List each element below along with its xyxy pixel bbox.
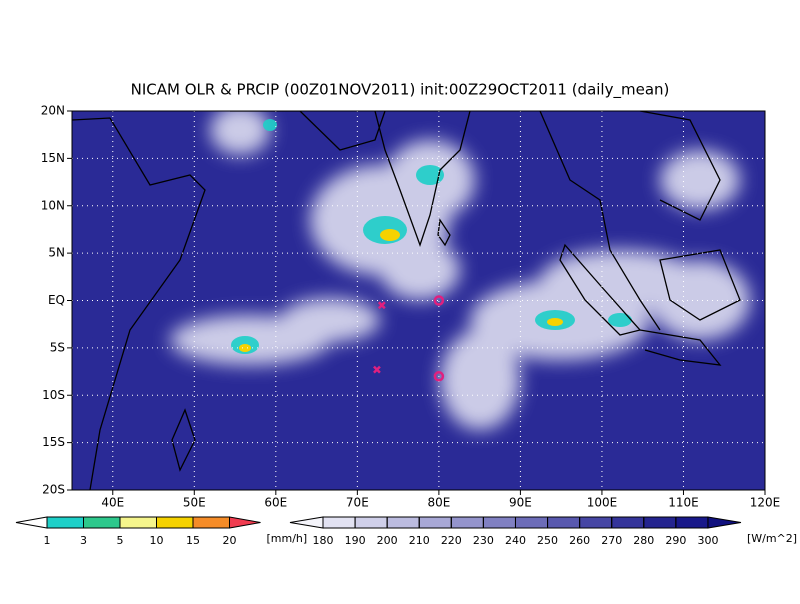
colorbar-segment: [119, 516, 157, 529]
colorbar-label: 300: [697, 534, 718, 547]
coastlines: [72, 111, 741, 490]
colorbar-segment: [707, 516, 742, 529]
colorbar-segment: [192, 516, 230, 529]
colorbar-segment: [514, 516, 549, 529]
y-tick-label: 10S: [42, 388, 65, 402]
colorbar-label: 290: [665, 534, 686, 547]
x-tick-label: 90E: [509, 496, 532, 510]
colorbar-unit: [mm/h]: [267, 532, 308, 545]
marker-circle: [433, 295, 445, 306]
marker-circle: [433, 371, 445, 382]
colorbar-label: 200: [377, 534, 398, 547]
colorbar-label: 210: [409, 534, 430, 547]
colorbar-label: 240: [505, 534, 526, 547]
x-tick-label: 110E: [668, 496, 699, 510]
colorbar-segment: [46, 516, 84, 529]
colorbar-label: 3: [80, 534, 87, 547]
colorbar-segment: [675, 516, 709, 529]
colorbar-label: 1: [44, 534, 51, 547]
colorbar-segment: [450, 516, 484, 529]
x-tick-label: 70E: [346, 496, 369, 510]
colorbar-segment: [611, 516, 645, 529]
colorbar-label: 260: [569, 534, 590, 547]
colorbar-segment: [482, 516, 516, 529]
x-tick-label: 60E: [264, 496, 287, 510]
colorbar-segment: [354, 516, 388, 529]
colorbar-label: 270: [601, 534, 622, 547]
colorbar-segment: [547, 516, 581, 529]
y-tick-label: 5N: [48, 246, 65, 260]
x-tick-label: 120E: [750, 496, 781, 510]
x-tick-label: 50E: [183, 496, 206, 510]
map-field: [72, 111, 765, 490]
colorbar-segment: [83, 516, 121, 529]
colorbar-label: 250: [537, 534, 558, 547]
cloud-field: [170, 111, 750, 430]
colorbar-label: 180: [313, 534, 334, 547]
y-tick-label: 15N: [41, 151, 65, 165]
marker-x: [373, 365, 381, 374]
x-tick-label: 80E: [427, 496, 450, 510]
colorbar-label: 280: [633, 534, 654, 547]
colorbar-segment: [156, 516, 194, 529]
rain-cores: [239, 229, 563, 352]
y-tick-label: 10N: [41, 198, 65, 212]
colorbar-segment: [386, 516, 420, 529]
colorbar-label: 15: [186, 534, 200, 547]
colorbar-label: 5: [117, 534, 124, 547]
colorbar-segment: [289, 516, 324, 529]
colorbar-label: 10: [150, 534, 164, 547]
x-tick-label: 100E: [587, 496, 618, 510]
y-tick-label: EQ: [48, 293, 65, 307]
colorbar-segment: [643, 516, 677, 529]
y-tick-label: 15S: [42, 435, 65, 449]
colorbar-label: 20: [223, 534, 237, 547]
colorbar-label: 220: [441, 534, 462, 547]
colorbar-segment: [15, 516, 48, 529]
y-tick-label: 20N: [41, 104, 65, 118]
colorbar-segment: [579, 516, 613, 529]
y-tick-label: 5S: [50, 340, 65, 354]
x-tick-label: 40E: [101, 496, 124, 510]
colorbar-segment: [229, 516, 261, 529]
colorbar-segment: [322, 516, 356, 529]
colorbar-label: 230: [473, 534, 494, 547]
map-title: NICAM OLR & PRCIP (00Z01NOV2011) init:00…: [131, 81, 670, 100]
marker-x: [377, 301, 386, 310]
colorbar-unit: [W/m^2]: [747, 532, 797, 545]
colorbar-label: 190: [345, 534, 366, 547]
colorbar-segment: [418, 516, 452, 529]
y-tick-label: 20S: [42, 483, 65, 497]
